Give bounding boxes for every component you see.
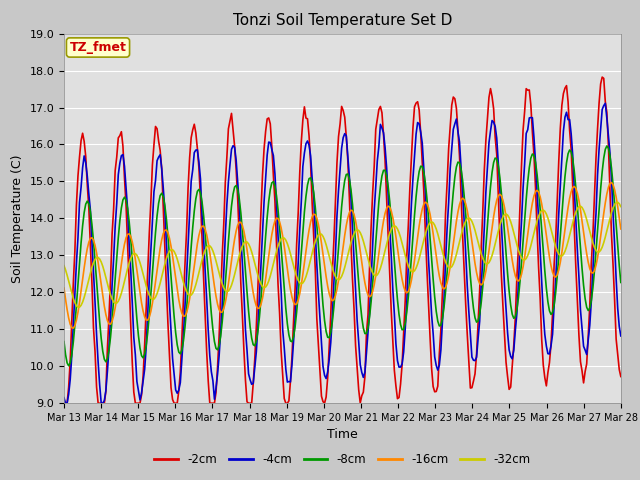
- X-axis label: Time: Time: [327, 429, 358, 442]
- Legend: -2cm, -4cm, -8cm, -16cm, -32cm: -2cm, -4cm, -8cm, -16cm, -32cm: [150, 449, 535, 471]
- Y-axis label: Soil Temperature (C): Soil Temperature (C): [11, 154, 24, 283]
- Title: Tonzi Soil Temperature Set D: Tonzi Soil Temperature Set D: [233, 13, 452, 28]
- Text: TZ_fmet: TZ_fmet: [70, 41, 127, 54]
